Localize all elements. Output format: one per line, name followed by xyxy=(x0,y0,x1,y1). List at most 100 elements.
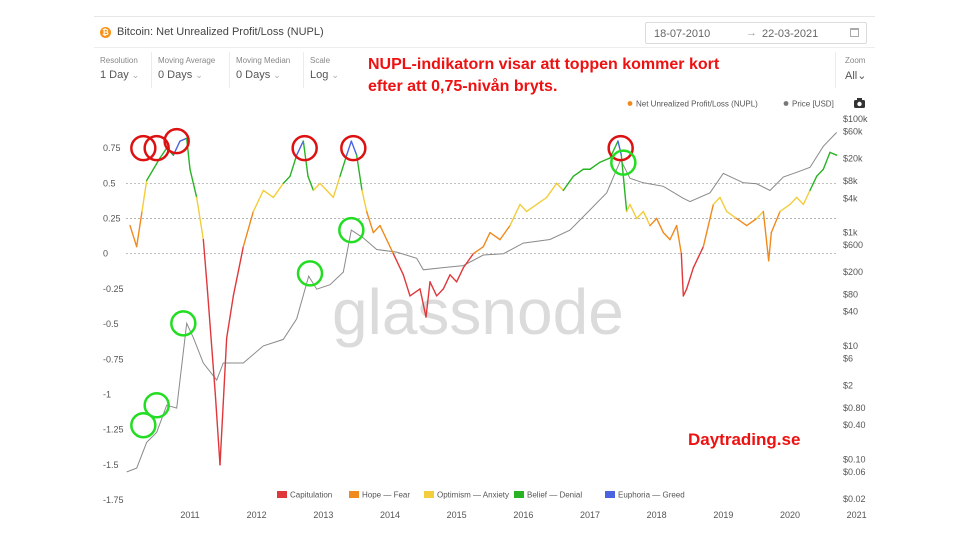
zone-legend-label[interactable]: Euphoria — Greed xyxy=(618,491,685,500)
nupl-segment xyxy=(361,189,368,213)
scale-label: Scale xyxy=(310,56,331,65)
legend-bottom[interactable]: Capitulation Hope — Fear Optimism — Anxiet… xyxy=(277,491,685,500)
nupl-segment xyxy=(135,210,143,248)
nupl-segment xyxy=(209,323,217,396)
date-to[interactable]: 22-03-2021 xyxy=(762,28,819,40)
nupl-segment xyxy=(642,210,651,227)
nupl-segment xyxy=(702,203,715,248)
price-tick-label: $40 xyxy=(843,307,858,317)
nupl-segment xyxy=(795,196,805,206)
price-tick-label: $60k xyxy=(843,127,863,137)
zone-swatch xyxy=(349,491,359,498)
nupl-segment xyxy=(145,168,155,182)
nupl-segment xyxy=(617,140,623,156)
nupl-segment xyxy=(409,288,421,297)
resolution-select[interactable]: Resolution 1 Day ⌄ xyxy=(94,52,152,88)
nupl-segment xyxy=(289,154,298,177)
price-tick-label: $6 xyxy=(843,353,853,363)
reference-lines xyxy=(126,182,838,255)
nupl-segment xyxy=(745,217,758,227)
nupl-segment xyxy=(206,288,211,325)
camera-icon[interactable] xyxy=(854,98,865,108)
chevron-down-icon: ⌄ xyxy=(331,70,339,80)
y-tick-label: 0.75 xyxy=(103,143,121,153)
y-tick-label: -1 xyxy=(103,389,111,399)
x-tick-label: 2020 xyxy=(780,510,800,520)
nupl-segment xyxy=(214,393,221,466)
chevron-down-icon: ⌄ xyxy=(195,70,203,80)
y-axis-left: 0.75 0.5 0.25 0 -0.25 -0.5 -0.75 -1 -1.25 -1.5 -1.… xyxy=(103,143,124,505)
resolution-value: 1 Day xyxy=(100,69,129,81)
nupl-segment xyxy=(625,203,631,213)
nupl-segment xyxy=(735,217,748,227)
price-line xyxy=(126,132,838,473)
zoom-value: All xyxy=(845,70,858,82)
nupl-segment xyxy=(282,175,291,185)
nupl-segment xyxy=(755,210,765,220)
x-tick-label: 2019 xyxy=(713,510,733,520)
price-tick-label: $0.40 xyxy=(843,420,866,430)
nupl-segment xyxy=(295,140,305,156)
nupl-segment xyxy=(767,231,773,262)
nupl-peak-circle xyxy=(607,134,634,162)
annotation-line-2: efter att 0,75-nivån bryts. xyxy=(368,78,558,95)
nupl-segment xyxy=(525,203,538,213)
scale-select[interactable]: Scale Log ⌄ xyxy=(304,52,350,88)
nupl-segment xyxy=(680,253,685,297)
nupl-segment xyxy=(472,245,485,255)
zoom-select[interactable]: Zoom All⌄ xyxy=(835,52,875,88)
chart-controls: Resolution 1 Day ⌄ Moving Average 0 Days ⌄… xyxy=(94,52,875,90)
nupl-segment xyxy=(649,217,658,227)
nupl-segment xyxy=(225,295,235,339)
date-from[interactable]: 18-07-2010 xyxy=(654,28,711,40)
x-tick-label: 2017 xyxy=(580,510,600,520)
zone-legend-label[interactable]: Capitulation xyxy=(290,491,332,500)
price-tick-label: $8k xyxy=(843,176,858,186)
x-tick-label: 2021 xyxy=(847,510,867,520)
nupl-segment xyxy=(555,182,565,192)
resolution-label: Resolution xyxy=(100,56,138,65)
x-tick-label: 2011 xyxy=(180,510,199,520)
arrow-right-icon: → xyxy=(746,27,757,39)
nupl-segment xyxy=(392,253,405,276)
nupl-segment xyxy=(562,175,575,192)
moving-median-value: 0 Days xyxy=(236,69,271,81)
scale-value: Log xyxy=(310,69,329,81)
nupl-segment xyxy=(545,182,558,199)
price-peak-circle xyxy=(130,411,157,439)
calendar-icon[interactable] xyxy=(850,28,859,37)
nupl-segment xyxy=(319,182,328,192)
legend-label[interactable]: Price [USD] xyxy=(792,100,834,109)
nupl-segment xyxy=(655,217,665,234)
price-tick-label: $2 xyxy=(843,381,853,391)
zone-legend-label[interactable]: Hope — Fear xyxy=(362,491,410,500)
price-peak-circle xyxy=(338,216,365,244)
legend-label[interactable]: Net Unrealized Profit/Loss (NUPL) xyxy=(636,100,758,109)
date-range-picker[interactable]: 18-07-2010 → 22-03-2021 xyxy=(645,22,867,44)
moving-average-select[interactable]: Moving Average 0 Days ⌄ xyxy=(152,52,230,88)
price-tick-label: $80 xyxy=(843,290,858,300)
nupl-segment xyxy=(429,281,438,297)
moving-median-select[interactable]: Moving Median 0 Days ⌄ xyxy=(230,52,304,88)
resolution-value-row: 1 Day ⌄ xyxy=(100,69,139,81)
legend-top[interactable]: Net Unrealized Profit/Loss (NUPL) Price [… xyxy=(627,100,834,109)
chart-header: ₿ Bitcoin: Net Unrealized Profit/Loss (N… xyxy=(94,16,875,48)
nupl-segment xyxy=(372,224,381,234)
chevron-down-icon: ⌄ xyxy=(857,70,867,82)
zone-swatch xyxy=(277,491,287,498)
nupl-segment xyxy=(829,151,838,156)
nupl-segment xyxy=(189,168,198,199)
x-tick-label: 2014 xyxy=(380,510,400,520)
zone-legend-label[interactable]: Belief — Denial xyxy=(527,491,582,500)
nupl-segment xyxy=(129,224,138,248)
nupl-segment xyxy=(489,231,501,241)
nupl-segment xyxy=(462,253,475,269)
glassnode-watermark: glassnode xyxy=(332,276,624,348)
price-peak-circle xyxy=(296,260,324,287)
nupl-segment xyxy=(770,210,781,234)
zone-legend-label[interactable]: Optimism — Anxiety xyxy=(437,491,509,500)
nupl-segment xyxy=(419,288,427,318)
bitcoin-icon: ₿ xyxy=(100,27,111,38)
nupl-segment xyxy=(202,238,209,290)
